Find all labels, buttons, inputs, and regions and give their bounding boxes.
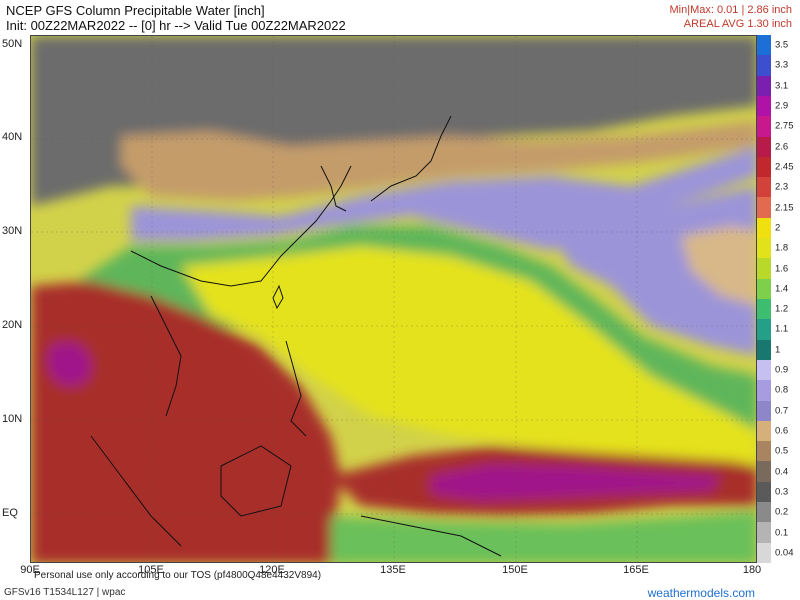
colorbar-tick-label: 3.3 — [775, 59, 789, 71]
colorbar-tick-label: 0.5 — [775, 445, 789, 457]
lat-label-50n: 50N — [2, 38, 23, 50]
colorbar-tick-label: 2.9 — [775, 100, 789, 112]
colorbar-tick-label: 1.8 — [775, 242, 789, 254]
colorbar-tick-label: 3.1 — [775, 80, 789, 92]
lon-label-90e: 90E — [20, 564, 40, 576]
coast-japan — [370, 115, 452, 202]
lat-label-30n: 30N — [2, 225, 23, 237]
map-title: NCEP GFS Column Precipitable Water [inch… — [6, 3, 265, 18]
coast-philippines — [285, 340, 307, 437]
colorbar-segment — [757, 35, 771, 56]
colorbar-tick-label: 0.6 — [775, 425, 789, 437]
coast-borneo — [220, 445, 292, 517]
colorbar-segment — [757, 339, 771, 361]
coast-taiwan — [272, 284, 284, 310]
tos-notice: Personal use only according to our TOS (… — [34, 570, 322, 581]
colorbar-segment — [757, 420, 771, 442]
lat-label-40n: 40N — [2, 131, 23, 143]
tan-east-patch — [681, 226, 756, 306]
colorbar-segment — [757, 136, 771, 158]
colorbar-tick-label: 2.75 — [775, 120, 794, 132]
colorbar-segment — [757, 217, 771, 239]
colorbar-tick-label: 1.6 — [775, 263, 789, 275]
tan-band — [121, 121, 756, 201]
colorbar-tick-label: 0.3 — [775, 486, 789, 498]
colorbar-segment — [757, 116, 771, 138]
colorbar-segment — [757, 258, 771, 280]
colorbar-tick-label: 2.15 — [775, 202, 794, 214]
colorbar-tick-label: 1 — [775, 344, 781, 356]
lavender-east — [551, 186, 756, 356]
colorbar-tick-label: 0.8 — [775, 384, 789, 396]
lon-label-135e: 135E — [380, 564, 406, 576]
colorbar-tick-label: 1.2 — [775, 303, 789, 315]
model-run-label: GFSv16 T1534L127 | wpac — [4, 587, 126, 598]
coastlines — [90, 115, 502, 557]
colorbar-segment — [757, 197, 771, 219]
init-valid-line: Init: 00Z22MAR2022 -- [0] hr --> Valid T… — [6, 18, 346, 33]
colorbar-tick-label: 2.45 — [775, 161, 794, 173]
colorbar-tick-label: 1.4 — [775, 283, 789, 295]
colorbar-tick-label: 0.04 — [775, 547, 794, 559]
lon-label-150e: 150E — [502, 564, 528, 576]
colorbar-segment — [757, 481, 771, 503]
brand-link[interactable]: weathermodels.com — [647, 586, 755, 600]
colorbar-segment — [757, 380, 771, 402]
colorbar-segment — [757, 400, 771, 422]
colorbar-segment — [757, 461, 771, 483]
colorbar-segment — [757, 55, 771, 77]
graticule — [31, 36, 756, 562]
colorbar-tick-label: 0.1 — [775, 527, 789, 539]
lon-label-180: 180 — [742, 564, 762, 576]
lat-label-10n: 10N — [2, 413, 23, 425]
lon-label-165e: 165E — [623, 564, 649, 576]
red-tropical-west — [31, 281, 341, 562]
colorbar-tick-label: 0.7 — [775, 405, 789, 417]
coast-china — [130, 165, 352, 287]
lon-label-120e: 120E — [259, 564, 285, 576]
colorbar-tick-label: 0.9 — [775, 364, 789, 376]
min-max-stat: Min|Max: 0.01 | 2.86 inch — [669, 4, 793, 16]
lon-label-105e: 105E — [138, 564, 164, 576]
colorbar-segment — [757, 359, 771, 381]
yellow-moist-area — [181, 246, 756, 466]
lat-label-20n: 20N — [2, 319, 23, 331]
colorbar-segment — [757, 177, 771, 198]
colorbar-tick-label: 3.5 — [775, 39, 789, 51]
colorbar-segment — [757, 319, 771, 341]
green-south-band — [331, 511, 756, 562]
coast-new-guinea — [360, 515, 502, 557]
colorbar-tick-label: 2.6 — [775, 141, 789, 153]
colorbar — [757, 35, 771, 564]
precipitable-water-map — [30, 35, 757, 563]
colorbar-segment — [757, 299, 771, 320]
colorbar-segment — [757, 542, 771, 564]
colorbar-segment — [757, 156, 771, 178]
colorbar-segment — [757, 441, 771, 462]
areal-avg-stat: AREAL AVG 1.30 inch — [683, 18, 792, 30]
coast-malay-sumatra — [90, 435, 182, 547]
colorbar-tick-label: 2.3 — [775, 181, 789, 193]
colorbar-segment — [757, 278, 771, 300]
colorbar-segment — [757, 75, 771, 97]
colorbar-segment — [757, 238, 771, 259]
lat-label-eq: EQ — [2, 507, 18, 519]
colorbar-tick-label: 0.2 — [775, 506, 789, 518]
coast-vietnam — [150, 295, 182, 417]
colorbar-tick-label: 2 — [775, 222, 781, 234]
colorbar-tick-label: 1.1 — [775, 323, 789, 335]
magenta-cyclone-core — [47, 342, 91, 386]
colorbar-segment — [757, 502, 771, 523]
magenta-itcz-core — [431, 464, 721, 501]
colorbar-segment — [757, 95, 771, 117]
colorbar-segment — [757, 522, 771, 544]
colorbar-tick-label: 0.4 — [775, 466, 789, 478]
coast-korea — [320, 165, 347, 212]
